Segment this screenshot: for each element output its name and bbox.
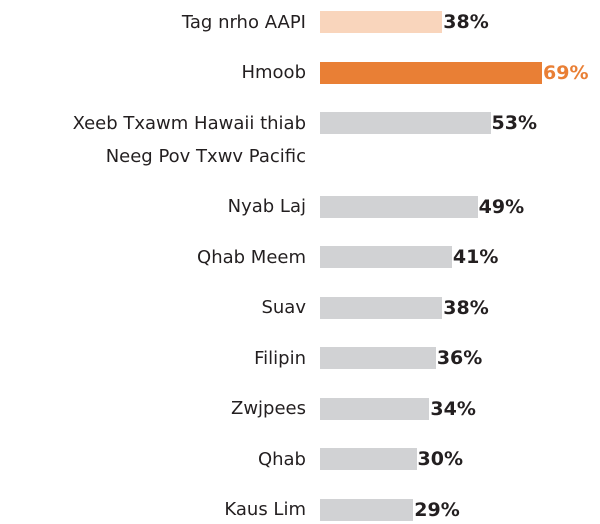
value-label: 29% (414, 498, 460, 521)
category-label: Xeeb Txawm Hawaii thiab Neeg Pov Txwv Pa… (72, 112, 306, 167)
bar (320, 448, 417, 470)
category-label: Zwjpees (230, 398, 306, 419)
value-label: 38% (443, 11, 489, 33)
category-label: Suav (261, 297, 306, 318)
category-label: Qhab Meem (197, 246, 306, 268)
bar (320, 61, 542, 84)
value-label: 49% (478, 195, 525, 218)
value-label: 34% (430, 397, 476, 420)
bar (320, 195, 478, 218)
bar (320, 246, 452, 268)
bar (320, 347, 436, 369)
value-label: 69% (543, 61, 589, 84)
category-label: Kaus Lim (224, 499, 306, 520)
bar (320, 296, 443, 319)
bar (320, 112, 491, 134)
bar (320, 397, 430, 420)
value-label: 41% (452, 246, 499, 268)
category-label: Filipin (254, 347, 306, 369)
value-label: 30% (417, 448, 463, 470)
value-label: 36% (436, 347, 483, 369)
category-label: Hmoob (241, 62, 306, 83)
category-label: Qhab (257, 448, 306, 470)
category-label: Nyab Laj (227, 196, 306, 217)
category-label: Tag nrho AAPI (181, 11, 306, 33)
bar (320, 11, 443, 33)
value-label: 38% (443, 296, 489, 319)
value-label: 53% (491, 112, 537, 134)
bar (320, 498, 414, 521)
